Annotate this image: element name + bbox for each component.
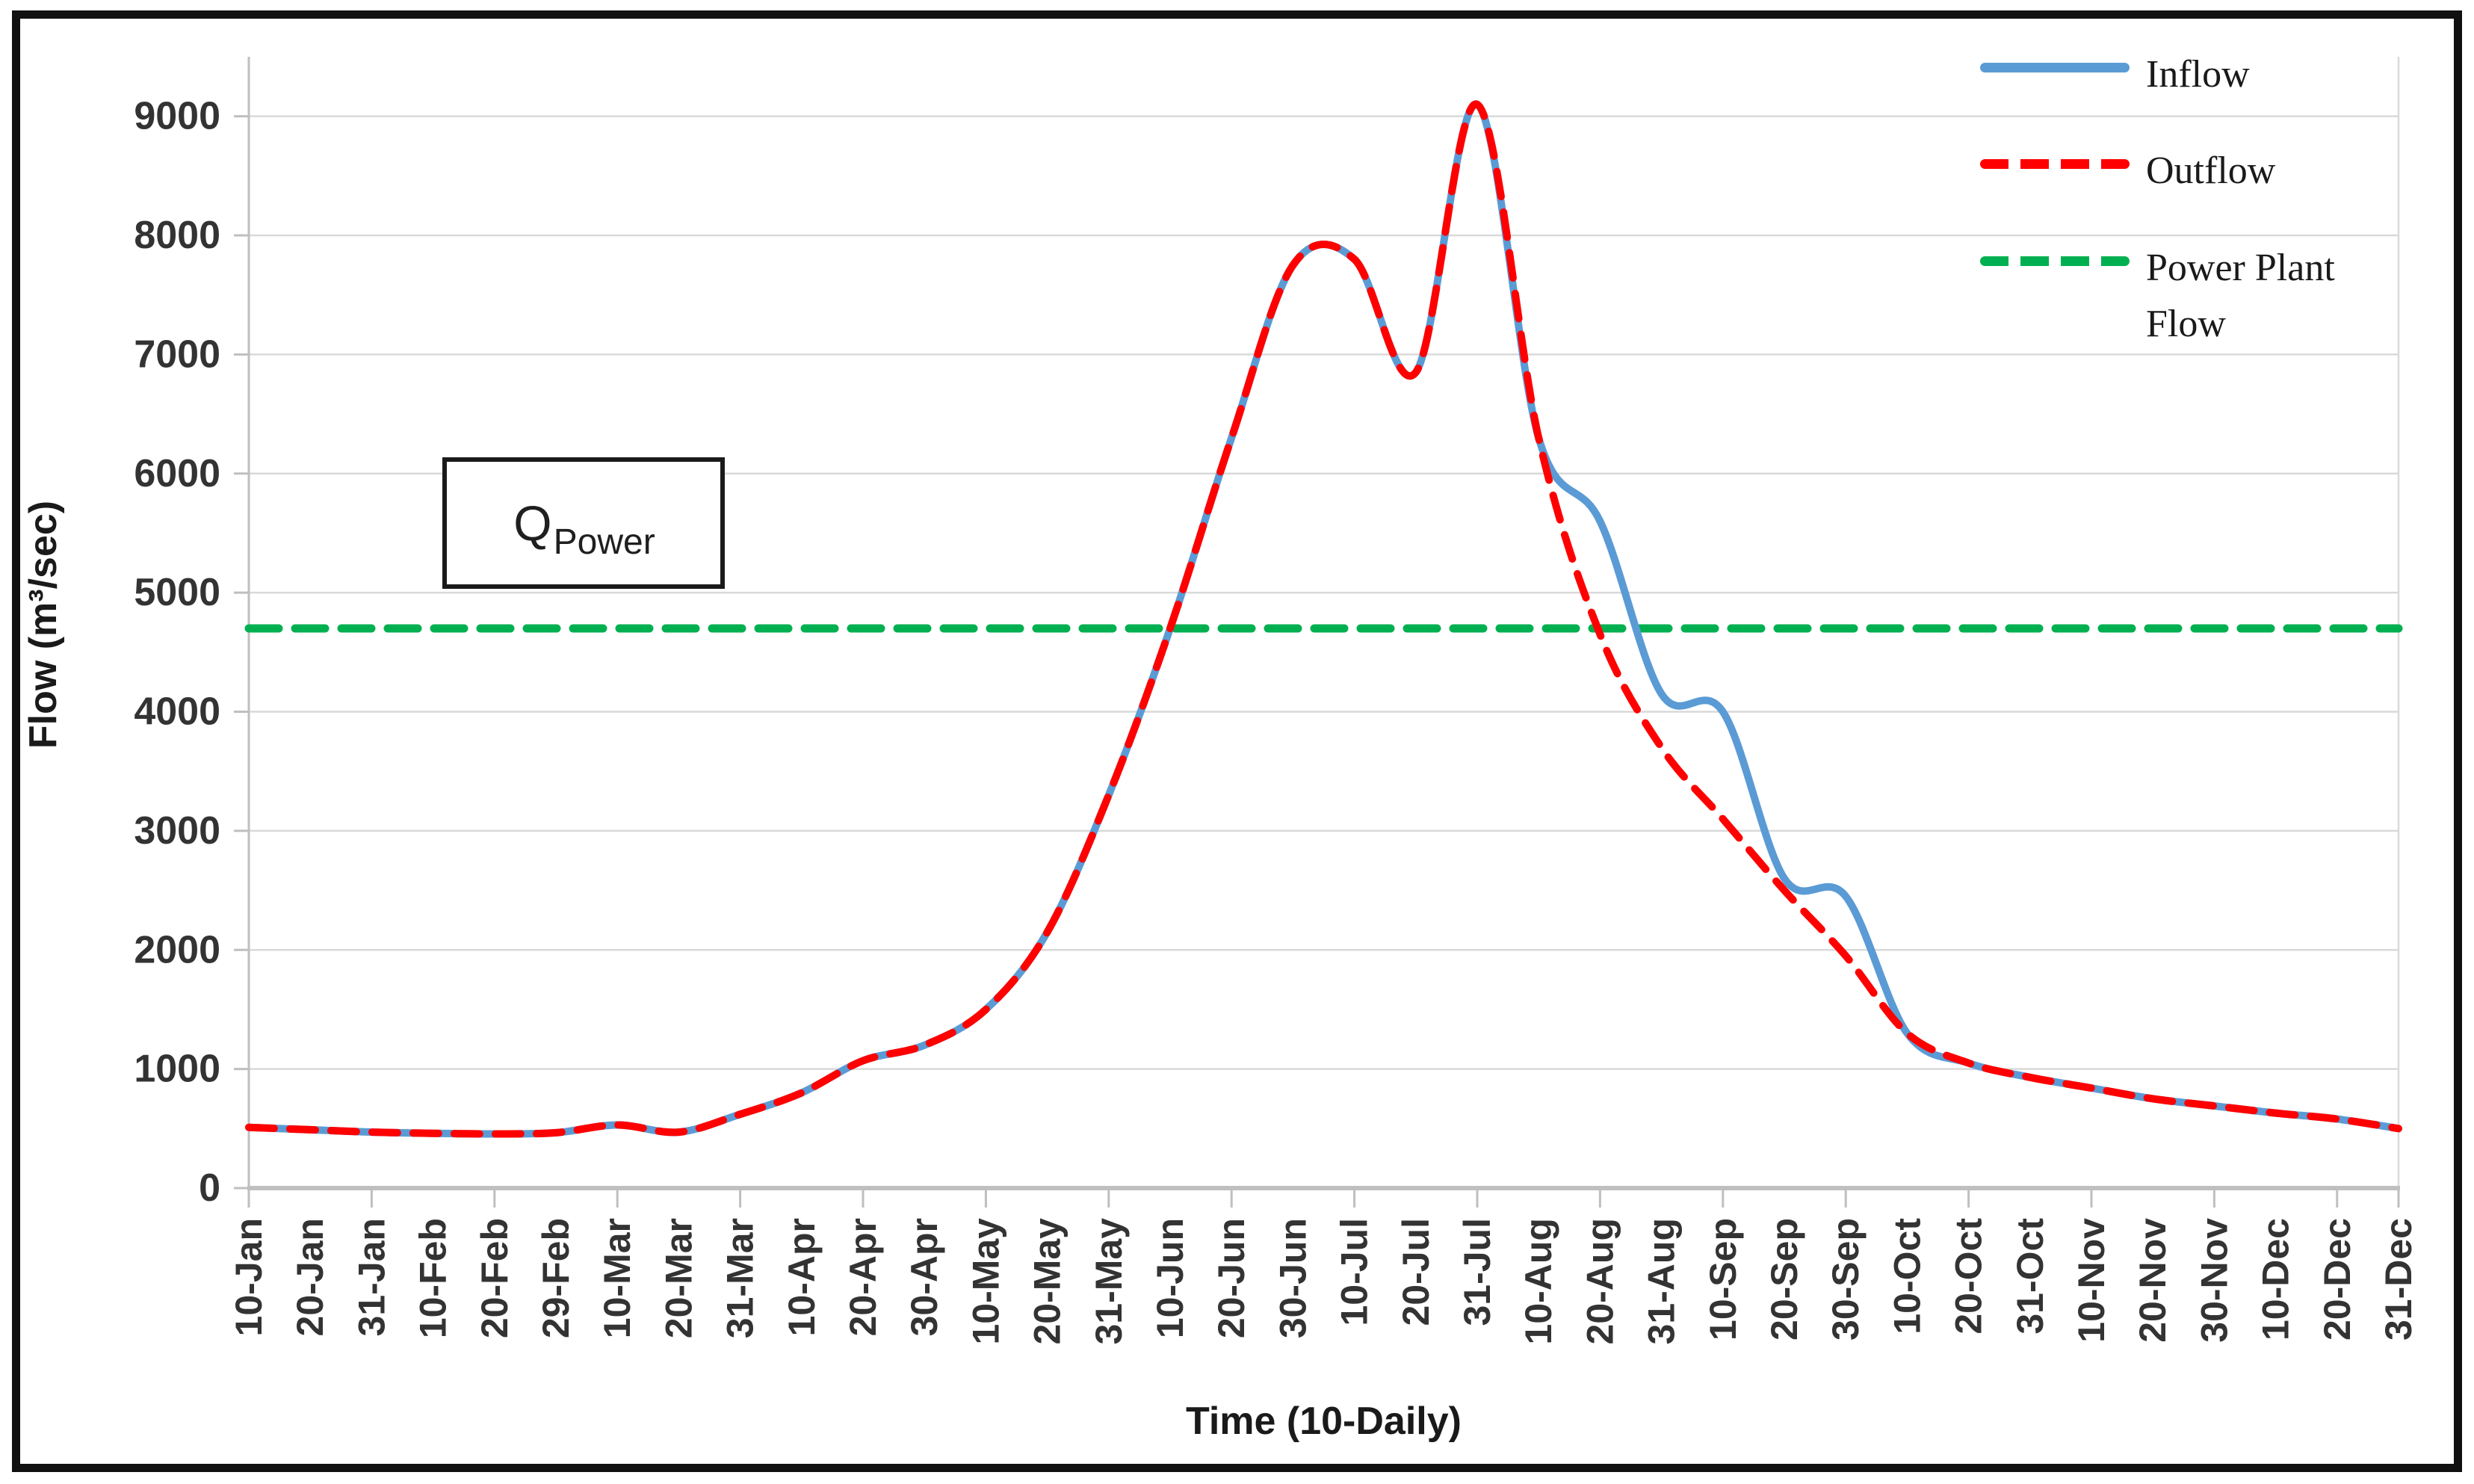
svg-text:30-Nov: 30-Nov [2193,1218,2235,1343]
svg-text:31-Mar: 31-Mar [720,1218,761,1338]
svg-text:4000: 4000 [134,690,220,734]
outflow-dashed-line-icon [1980,159,2130,170]
legend-item-inflow: Inflow [1980,46,2443,102]
svg-text:10-Oct: 10-Oct [1886,1218,1928,1335]
legend-label-power-plant-flow: Power Plant Flow [2146,246,2335,346]
svg-text:31-Jul: 31-Jul [1456,1218,1498,1326]
svg-text:20-May: 20-May [1027,1218,1069,1345]
svg-text:10-Aug: 10-Aug [1518,1218,1559,1344]
power-plant-flow-dashed-line-icon [1980,256,2130,266]
svg-text:10-Jun: 10-Jun [1149,1218,1191,1338]
qpower-annotation-main: Q [513,495,552,551]
svg-text:10-Nov: 10-Nov [2071,1218,2112,1343]
svg-text:31-Dec: 31-Dec [2378,1218,2419,1341]
qpower-annotation-box: Q Power [442,457,725,589]
svg-text:10-Jan: 10-Jan [228,1218,270,1336]
svg-text:30-Sep: 30-Sep [1825,1218,1867,1341]
legend-item-power-plant-flow: Power Plant Flow [1980,240,2443,353]
svg-text:20-Mar: 20-Mar [658,1218,699,1338]
svg-text:20-Apr: 20-Apr [842,1218,884,1336]
svg-text:20-Jul: 20-Jul [1395,1218,1437,1326]
x-axis-title: Time (10-Daily) [1186,1400,1462,1443]
svg-text:3000: 3000 [134,809,220,853]
legend: Inflow Outflow Power Plant Flow [1980,46,2443,393]
svg-text:20-Aug: 20-Aug [1579,1218,1621,1344]
svg-text:20-Jan: 20-Jan [289,1218,331,1336]
svg-text:10-Sep: 10-Sep [1702,1218,1744,1341]
svg-text:31-Oct: 31-Oct [2009,1218,2051,1335]
svg-text:20-Feb: 20-Feb [474,1218,516,1338]
svg-text:0: 0 [199,1166,220,1210]
chart-outer-border [12,10,2462,1472]
svg-text:9000: 9000 [134,95,220,138]
svg-text:10-Dec: 10-Dec [2255,1218,2297,1341]
svg-text:1000: 1000 [134,1048,220,1091]
svg-text:10-May: 10-May [965,1218,1006,1345]
legend-label-inflow: Inflow [2146,53,2250,96]
svg-text:7000: 7000 [134,333,220,376]
legend-item-outflow: Outflow [1980,143,2443,199]
svg-text:20-Nov: 20-Nov [2132,1218,2174,1343]
y-axis-title: Flow (m³/sec) [22,500,65,749]
svg-text:31-Aug: 31-Aug [1641,1218,1683,1344]
svg-text:20-Dec: 20-Dec [2316,1218,2358,1341]
svg-text:29-Feb: 29-Feb [535,1218,577,1338]
legend-label-outflow: Outflow [2146,149,2276,193]
svg-text:20-Jun: 20-Jun [1210,1218,1252,1338]
svg-text:2000: 2000 [134,928,220,971]
svg-text:10-Feb: 10-Feb [412,1218,454,1338]
inflow-line-icon [1980,63,2130,72]
svg-text:31-Jan: 31-Jan [350,1218,392,1336]
svg-text:30-Apr: 30-Apr [903,1218,945,1336]
svg-text:10-Apr: 10-Apr [781,1218,823,1336]
svg-text:20-Oct: 20-Oct [1948,1218,1990,1335]
svg-text:30-Jun: 30-Jun [1272,1218,1314,1338]
svg-text:6000: 6000 [134,452,220,495]
svg-text:31-May: 31-May [1088,1218,1130,1345]
svg-text:10-Jul: 10-Jul [1334,1218,1376,1326]
svg-text:10-Mar: 10-Mar [596,1218,638,1338]
qpower-annotation-subscript: Power [553,522,655,562]
svg-text:5000: 5000 [134,571,220,614]
svg-text:20-Sep: 20-Sep [1763,1218,1805,1341]
svg-text:8000: 8000 [134,214,220,257]
